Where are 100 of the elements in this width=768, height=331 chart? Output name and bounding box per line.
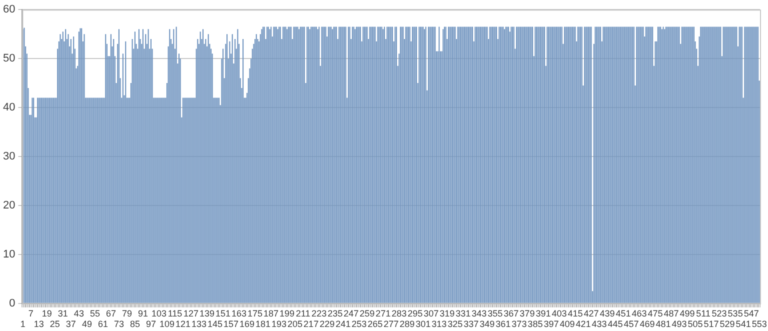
x-tick-label: 397 xyxy=(544,319,559,330)
y-tick-label: 50 xyxy=(2,52,16,65)
x-tick-label: 157 xyxy=(224,319,239,330)
x-tick-label: 493 xyxy=(672,319,687,330)
y-tick-label: 10 xyxy=(2,248,16,260)
x-tick-label: 217 xyxy=(304,319,319,330)
x-tick-label: 361 xyxy=(496,319,511,330)
y-tick-label: 30 xyxy=(2,150,16,163)
x-tick-label: 19 xyxy=(42,308,52,318)
x-tick-label: 37 xyxy=(66,319,76,330)
x-tick-label: 457 xyxy=(624,319,639,330)
y-tick-label: 60 xyxy=(2,4,16,16)
x-tick-label: 139 xyxy=(199,308,215,318)
x-tick-label: 205 xyxy=(288,319,303,330)
x-tick-label: 325 xyxy=(448,319,463,330)
x-tick-label: 277 xyxy=(384,319,399,330)
x-tick-label: 49 xyxy=(82,319,92,330)
x-tick-label: 475 xyxy=(648,308,663,318)
x-tick-label: 319 xyxy=(440,308,455,318)
x-tick-label: 547 xyxy=(744,308,759,318)
x-tick-label: 115 xyxy=(168,308,182,318)
x-tick-label: 211 xyxy=(296,308,310,318)
x-tick-label: 7 xyxy=(28,308,34,318)
x-tick-label: 481 xyxy=(656,319,671,330)
x-tick-label: 13 xyxy=(34,319,44,330)
x-tick-label: 445 xyxy=(608,319,623,330)
x-tick-label: 127 xyxy=(183,308,199,318)
x-tick-label: 355 xyxy=(488,308,503,318)
x-tick-label: 199 xyxy=(280,308,295,318)
x-tick-label: 331 xyxy=(456,308,471,318)
x-tick-label: 265 xyxy=(368,319,383,330)
y-tick-label: 20 xyxy=(2,200,16,212)
x-tick-label: 343 xyxy=(472,308,487,318)
x-tick-label: 301 xyxy=(416,319,431,330)
x-tick-label: 163 xyxy=(232,308,247,318)
x-tick-label: 535 xyxy=(728,308,743,318)
x-tick-label: 409 xyxy=(560,319,575,330)
x-tick-label: 253 xyxy=(352,319,367,330)
x-tick-label: 349 xyxy=(480,319,495,330)
x-tick-label: 541 xyxy=(736,319,751,330)
x-tick-label: 463 xyxy=(632,308,647,318)
x-tick-label: 487 xyxy=(664,308,679,318)
y-tick-label: 40 xyxy=(2,102,16,114)
x-tick-label: 499 xyxy=(680,308,695,318)
x-tick-label: 289 xyxy=(400,319,415,330)
x-tick-label: 241 xyxy=(336,319,351,330)
x-tick-label: 235 xyxy=(328,308,343,318)
x-tick-label: 247 xyxy=(344,308,359,318)
x-tick-label: 103 xyxy=(151,308,166,318)
x-tick-label: 433 xyxy=(592,319,607,330)
x-tick-label: 259 xyxy=(360,308,375,318)
x-tick-label: 553 xyxy=(752,319,767,330)
x-tick-label: 529 xyxy=(720,319,735,330)
x-tick-label: 181 xyxy=(256,319,271,330)
x-tick-label: 1 xyxy=(20,319,26,330)
x-tick-label: 145 xyxy=(208,319,223,330)
x-tick-label: 523 xyxy=(712,308,727,318)
x-tick-label: 337 xyxy=(464,319,479,330)
x-tick-label: 73 xyxy=(114,319,124,330)
x-tick-label: 373 xyxy=(512,319,527,330)
x-tick-label: 55 xyxy=(90,308,100,318)
x-tick-label: 313 xyxy=(432,319,447,330)
x-tick-label: 295 xyxy=(408,308,423,318)
x-tick-label: 229 xyxy=(320,319,335,330)
x-tick-label: 385 xyxy=(528,319,543,330)
x-tick-label: 511 xyxy=(696,308,710,318)
x-tick-label: 79 xyxy=(122,308,132,318)
x-tick-label: 175 xyxy=(248,308,263,318)
x-tick-label: 97 xyxy=(146,319,156,330)
x-tick-label: 439 xyxy=(600,308,615,318)
x-tick-label: 67 xyxy=(106,308,116,318)
x-tick-label: 223 xyxy=(312,308,327,318)
x-tick-label: 85 xyxy=(130,319,140,330)
x-tick-label: 427 xyxy=(584,308,599,318)
x-tick-label: 271 xyxy=(376,308,391,318)
x-tick-label: 169 xyxy=(240,319,255,330)
x-tick-label: 415 xyxy=(568,308,583,318)
x-tick-label: 307 xyxy=(424,308,439,318)
x-tick-label: 421 xyxy=(576,319,591,330)
x-tick-label: 25 xyxy=(50,319,60,330)
x-tick-label: 61 xyxy=(98,319,108,330)
x-tick-label: 391 xyxy=(536,308,551,318)
x-tick-label: 367 xyxy=(504,308,519,318)
x-tick-label: 403 xyxy=(552,308,567,318)
x-tick-label: 517 xyxy=(704,319,719,330)
x-tick-label: 151 xyxy=(216,308,231,318)
x-tick-label: 187 xyxy=(264,308,279,318)
x-tick-label: 31 xyxy=(58,308,68,318)
x-tick-label: 283 xyxy=(392,308,407,318)
x-tick-label: 91 xyxy=(138,308,148,318)
x-tick-label: 121 xyxy=(175,319,191,330)
x-tick-label: 133 xyxy=(191,319,207,330)
x-tick-label: 109 xyxy=(159,319,174,330)
x-tick-label: 43 xyxy=(74,308,84,318)
x-tick-label: 451 xyxy=(616,308,631,318)
x-tick-label: 469 xyxy=(640,319,655,330)
x-tick-label: 193 xyxy=(272,319,287,330)
y-tick-label: 0 xyxy=(9,297,16,310)
x-tick-label: 505 xyxy=(688,319,703,330)
x-tick-label: 379 xyxy=(520,308,535,318)
